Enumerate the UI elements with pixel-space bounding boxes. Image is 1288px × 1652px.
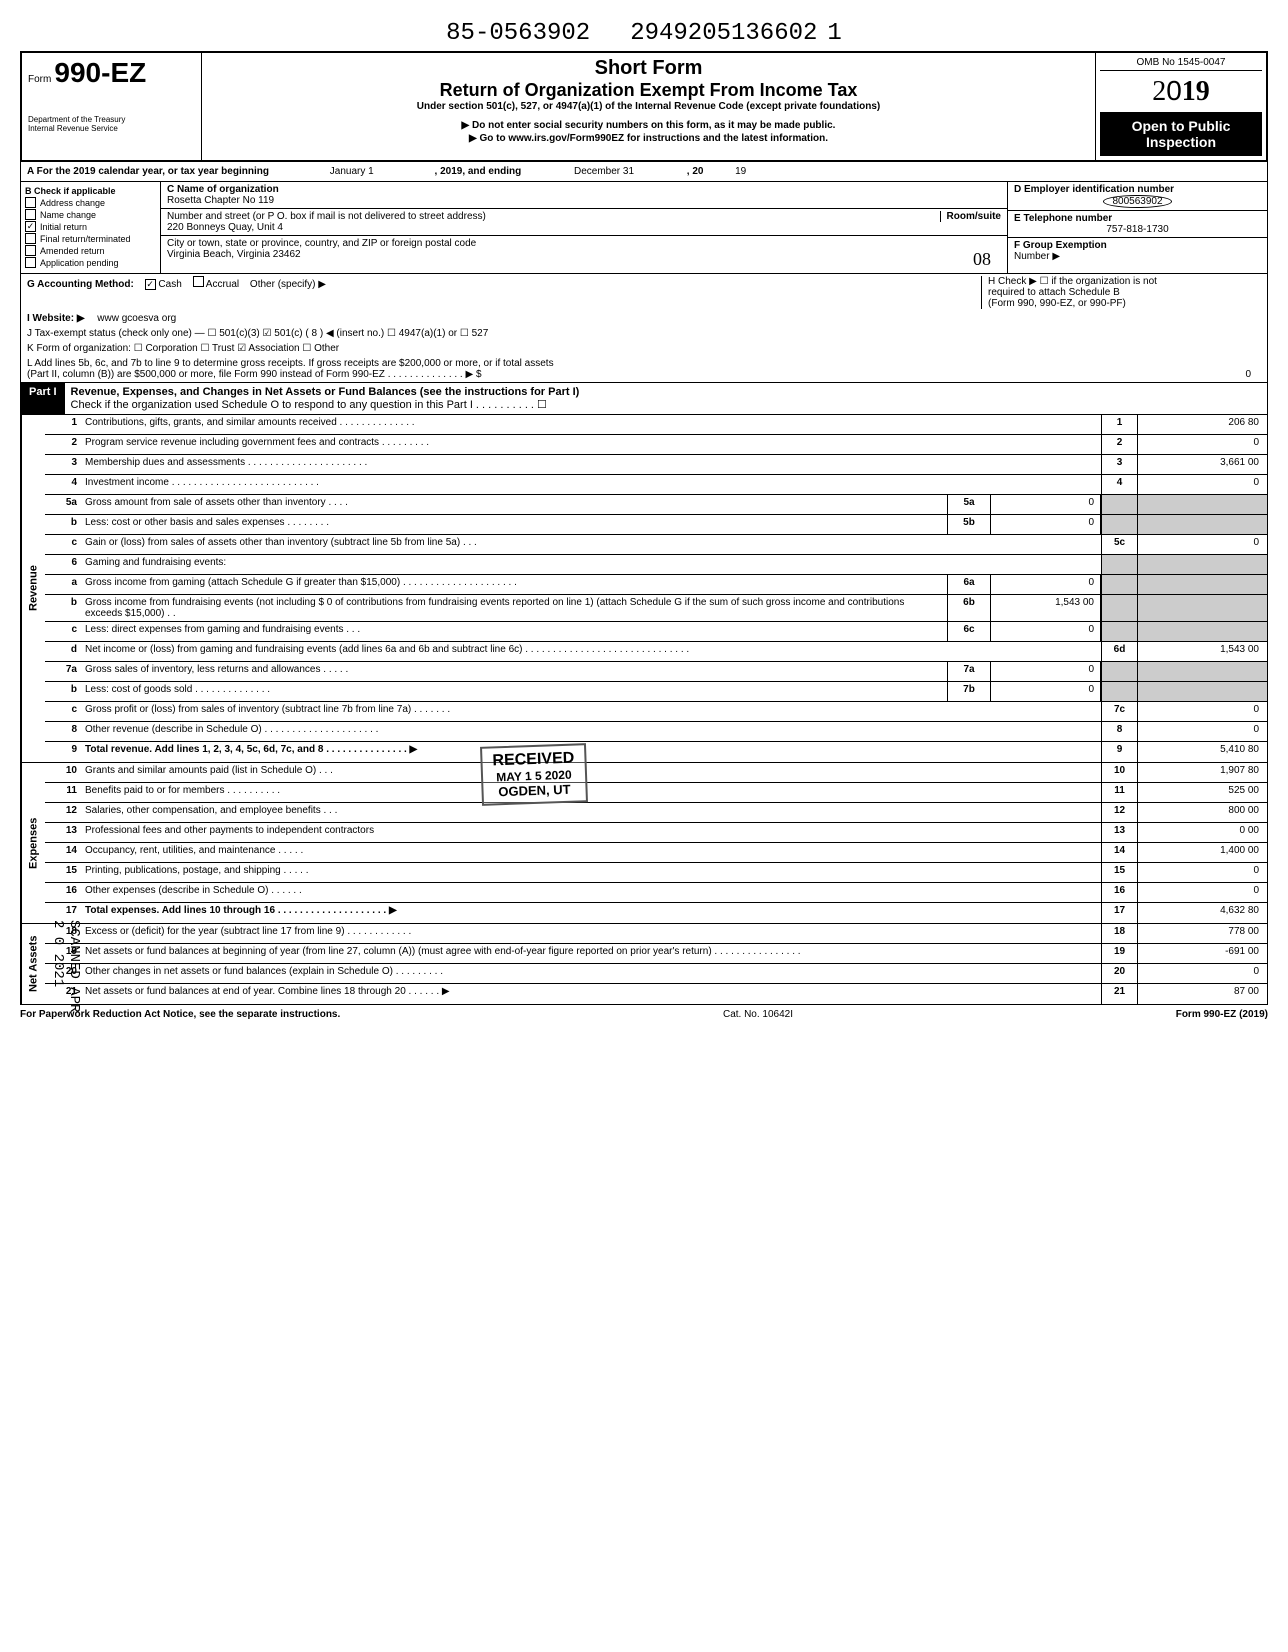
revenue-label: Revenue [21,415,45,762]
city-label: City or town, state or province, country… [167,238,1001,249]
revenue-table: Revenue 1Contributions, gifts, grants, a… [20,415,1268,763]
line-a-prefix: A For the 2019 calendar year, or tax yea… [27,166,269,177]
top-identifiers: 85-0563902 2949205136602 1 [20,20,1268,47]
check-final[interactable]: Final return/terminated [25,233,156,244]
e-block: E Telephone number 757-818-1730 [1008,211,1267,238]
lines-g-l: G Accounting Method: ✓ Cash Accrual Othe… [20,274,1268,383]
org-name: Rosetta Chapter No 119 [167,195,1001,206]
addr-block: Number and street (or P O. box if mail i… [161,209,1007,236]
open-public: Open to Public Inspection [1100,112,1262,156]
line-a-mid: , 2019, and ending [435,166,522,177]
netassets-label: Net Assets [21,924,45,1004]
line-k: K Form of organization: ☐ Corporation ☐ … [21,341,1267,356]
col-b-right: D Employer identification number 8005639… [1007,182,1267,273]
id-2: 2949205136602 [630,20,817,47]
instruction-2: ▶ Go to www.irs.gov/Form990EZ for instru… [210,133,1087,144]
received-stamp: RECEIVED MAY 1 5 2020 OGDEN, UT [480,743,588,806]
section-b: B Check if applicable Address change Nam… [20,182,1268,274]
dept-treasury: Department of the Treasury [28,115,195,124]
id-1: 85-0563902 [446,20,590,47]
begin-date: January 1 [272,166,432,177]
line-i: I Website: ▶ www gcoesva org [21,311,1267,326]
f-block: F Group Exemption Number ▶ [1008,238,1267,264]
end-year: 19 [706,166,746,177]
line-h: H Check ▶ ☐ if the organization is not r… [981,276,1261,309]
tax-year: 2019 [1100,75,1262,108]
form-number: 990-EZ [54,57,146,88]
check-initial[interactable]: ✓Initial return [25,221,156,232]
line-a: A For the 2019 calendar year, or tax yea… [20,162,1268,182]
b-label: B Check if applicable [25,186,156,196]
line-j: J Tax-exempt status (check only one) — ☐… [21,326,1267,341]
id-3: 1 [827,20,841,47]
ein-value: 800563902 [1103,195,1171,208]
main-title: Return of Organization Exempt From Incom… [210,80,1087,101]
c-block: C Name of organization Rosetta Chapter N… [161,182,1007,209]
f-label: F Group Exemption [1014,240,1107,251]
expenses-table: Expenses 10Grants and similar amounts pa… [20,763,1268,924]
expenses-label: Expenses [21,763,45,923]
line-a-suffix: , 20 [687,166,704,177]
header-right: OMB No 1545-0047 2019 Open to Public Ins… [1096,53,1266,160]
d-label: D Employer identification number [1014,184,1261,195]
short-form-title: Short Form [210,57,1087,80]
header-left: Form 990-EZ Department of the Treasury I… [22,53,202,160]
line-g: G Accounting Method: ✓ Cash Accrual Othe… [27,276,981,309]
e-label: E Telephone number [1014,213,1261,224]
footer-center: Cat. No. 10642I [723,1009,793,1020]
addr-label: Number and street (or P O. box if mail i… [167,211,486,222]
d-block: D Employer identification number 8005639… [1008,182,1267,211]
scanned-stamp: SCANNED APR 2 0 2021 [50,920,82,1024]
line-l: L Add lines 5b, 6c, and 7b to line 9 to … [21,356,1267,382]
check-amended[interactable]: Amended return [25,245,156,256]
footer: For Paperwork Reduction Act Notice, see … [20,1005,1268,1024]
addr-value: 220 Bonneys Quay, Unit 4 [167,222,1001,233]
check-pending[interactable]: Application pending [25,257,156,268]
c-label: C Name of organization [167,184,1001,195]
dept-irs: Internal Revenue Service [28,124,195,133]
header-center: Short Form Return of Organization Exempt… [202,53,1096,160]
omb-number: OMB No 1545-0047 [1100,57,1262,71]
room-label: Room/suite [940,211,1001,222]
instruction-1: ▶ Do not enter social security numbers o… [210,120,1087,131]
col-b-checks: B Check if applicable Address change Nam… [21,182,161,273]
footer-right: Form 990-EZ (2019) [1176,1009,1268,1020]
website-value: www gcoesva org [97,313,176,324]
col-b-center: C Name of organization Rosetta Chapter N… [161,182,1007,273]
l-value: 0 [1245,369,1251,380]
city-block: City or town, state or province, country… [161,236,1007,262]
form-header: Form 990-EZ Department of the Treasury I… [20,51,1268,162]
subtitle: Under section 501(c), 527, or 4947(a)(1)… [210,101,1087,112]
end-date: December 31 [524,166,684,177]
f-label2: Number ▶ [1014,251,1060,262]
check-name[interactable]: Name change [25,209,156,220]
part-1-label: Part I [21,383,65,414]
city-hand: 08 [973,249,991,270]
check-address[interactable]: Address change [25,197,156,208]
part-1-header: Part I Revenue, Expenses, and Changes in… [20,383,1268,415]
phone-value: 757-818-1730 [1014,224,1261,235]
form-prefix: Form [28,74,51,85]
netassets-table: Net Assets 18Excess or (deficit) for the… [20,924,1268,1005]
city-value: Virginia Beach, Virginia 23462 [167,249,301,260]
part-1-title: Revenue, Expenses, and Changes in Net As… [65,383,1267,414]
